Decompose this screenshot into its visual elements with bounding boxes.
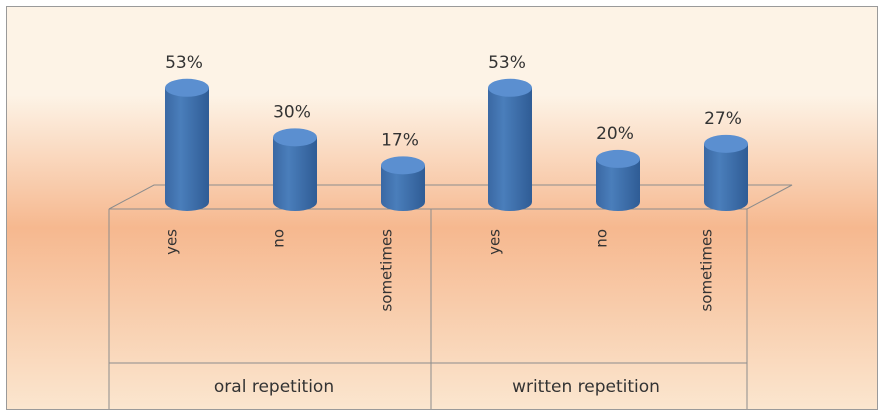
chart-frame: 53% yes 30% no 17% sometimes oral repetition 53… <box>6 6 878 410</box>
bar-top <box>596 149 640 168</box>
bar-0-2 <box>381 156 425 211</box>
bar-body <box>596 158 640 211</box>
category-tick-label: yes <box>486 229 504 255</box>
bar-top <box>381 156 425 175</box>
data-label: 53% <box>488 53 526 73</box>
category-tick-label: sometimes <box>378 229 396 312</box>
bar-body <box>488 87 532 211</box>
category-tick-label: sometimes <box>698 229 716 312</box>
bars-layer <box>165 78 748 211</box>
bar-top <box>704 134 748 153</box>
category-tick-label: no <box>593 229 611 248</box>
data-label: 27% <box>704 109 742 129</box>
bar-0-0 <box>165 78 209 211</box>
bar-1-2 <box>704 134 748 211</box>
bar-1-0 <box>488 78 532 211</box>
bar-body <box>273 137 317 211</box>
bar-body <box>381 165 425 211</box>
group-label: oral repetition <box>214 377 334 397</box>
bar-0-1 <box>273 128 317 211</box>
category-tick-label: yes <box>163 229 181 255</box>
data-label: 17% <box>381 130 419 150</box>
category-tick-label: no <box>270 229 288 248</box>
group-label: written repetition <box>512 377 660 397</box>
labels-layer: 53% yes 30% no 17% sometimes oral repetition 53… <box>163 53 742 397</box>
bar-chart: 53% yes 30% no 17% sometimes oral repetition 53… <box>7 7 877 409</box>
bar-top <box>273 128 317 147</box>
data-label: 20% <box>596 124 634 144</box>
bar-top <box>165 78 209 97</box>
data-label: 53% <box>165 53 203 73</box>
bar-body <box>165 87 209 211</box>
bar-top <box>488 78 532 97</box>
data-label: 30% <box>273 102 311 122</box>
bar-1-1 <box>596 149 640 211</box>
bar-body <box>704 143 748 211</box>
chart-floor <box>108 184 793 210</box>
